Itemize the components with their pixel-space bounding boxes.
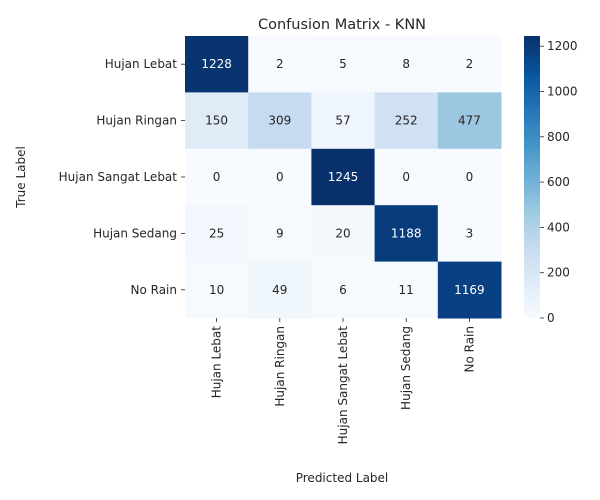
heatmap-cell xyxy=(374,205,439,263)
cell-value-label: 11 xyxy=(399,283,414,297)
y-axis-ticks: Hujan Lebat Hujan Ringan Hujan Sangat Leba… xyxy=(59,57,185,297)
cell-value-label: 0 xyxy=(276,170,284,184)
cell-value-label: 477 xyxy=(458,114,481,128)
chart-title: Confusion Matrix - KNN xyxy=(258,17,426,33)
cell-value-label: 0 xyxy=(213,170,221,184)
cell-value-label: 2 xyxy=(466,57,474,71)
colorbar-tick-label: 0 xyxy=(547,311,555,325)
colorbar-tick-label: 200 xyxy=(547,266,570,280)
colorbar: 0 200 400 600 800 1000 1200 xyxy=(524,36,578,325)
heatmap-cell xyxy=(374,261,439,319)
cell-value-label: 5 xyxy=(339,57,347,71)
x-tick-label: Hujan Lebat xyxy=(210,326,224,399)
cell-value-label: 49 xyxy=(272,283,287,297)
cell-value-label: 252 xyxy=(395,114,418,128)
cell-value-label: 1228 xyxy=(201,57,232,71)
heatmap-cell xyxy=(374,148,439,206)
heatmap-cell xyxy=(248,148,312,206)
cell-value-label: 57 xyxy=(335,114,350,128)
heatmap-cell xyxy=(311,36,376,93)
heatmap-cell xyxy=(311,205,376,263)
cell-value-label: 25 xyxy=(209,226,224,240)
y-tick-label: Hujan Sangat Lebat xyxy=(59,170,178,184)
cell-value-label: 9 xyxy=(276,226,284,240)
cell-value-label: 1245 xyxy=(328,170,359,184)
cell-value-label: 6 xyxy=(339,283,347,297)
cell-value-label: 1169 xyxy=(454,283,485,297)
colorbar-gradient xyxy=(524,36,540,318)
heatmap-cell xyxy=(248,92,312,150)
cell-value-label: 3 xyxy=(466,226,474,240)
heatmap-cell xyxy=(185,148,249,206)
x-axis-ticks: Hujan Lebat Hujan Ringan Hujan Sangat Leba… xyxy=(210,318,476,445)
heatmap-cell xyxy=(185,261,249,319)
heatmap-cell xyxy=(248,205,312,263)
heatmap-cell xyxy=(374,92,439,150)
heatmap-cell xyxy=(248,261,312,319)
y-tick-label: Hujan Sedang xyxy=(93,226,177,240)
cell-value-label: 8 xyxy=(402,57,410,71)
cell-value-label: 150 xyxy=(205,114,228,128)
heatmap-cell xyxy=(185,36,249,93)
heatmap-cells xyxy=(185,36,502,319)
heatmap-cell xyxy=(374,36,439,93)
heatmap-cell xyxy=(248,36,312,93)
cell-value-label: 309 xyxy=(268,114,291,128)
y-tick-label: Hujan Lebat xyxy=(105,57,178,71)
cell-value-label: 0 xyxy=(402,170,410,184)
heatmap-cell xyxy=(185,92,249,150)
y-tick-label: Hujan Ringan xyxy=(96,114,177,128)
x-tick-label: No Rain xyxy=(462,326,476,373)
heatmap-cell xyxy=(311,92,376,150)
colorbar-tick-label: 400 xyxy=(547,220,570,234)
heatmap-cell xyxy=(437,205,502,263)
heatmap-cell xyxy=(437,148,502,206)
cell-value-label: 0 xyxy=(466,170,474,184)
colorbar-tick-label: 600 xyxy=(547,175,570,189)
colorbar-tick-label: 1000 xyxy=(547,84,578,98)
y-axis-title: True Label xyxy=(14,146,28,209)
heatmap-cell xyxy=(185,205,249,263)
colorbar-tick-label: 1200 xyxy=(547,39,578,53)
heatmap-cell xyxy=(437,92,502,150)
colorbar-tick-label: 800 xyxy=(547,130,570,144)
cell-value-label: 1188 xyxy=(391,226,422,240)
cell-value-label: 10 xyxy=(209,283,224,297)
heatmap-cell xyxy=(311,261,376,319)
x-axis-title: Predicted Label xyxy=(296,471,389,485)
heatmap-cell xyxy=(311,148,376,206)
x-tick-label: Hujan Sedang xyxy=(399,326,413,410)
x-tick-label: Hujan Sangat Lebat xyxy=(336,326,350,445)
heatmap-cell xyxy=(437,36,502,93)
y-tick-label: No Rain xyxy=(131,283,178,297)
heatmap-cell xyxy=(437,261,502,319)
cell-value-label: 2 xyxy=(276,57,284,71)
cell-value-label: 20 xyxy=(335,226,350,240)
x-tick-label: Hujan Ringan xyxy=(273,326,287,407)
